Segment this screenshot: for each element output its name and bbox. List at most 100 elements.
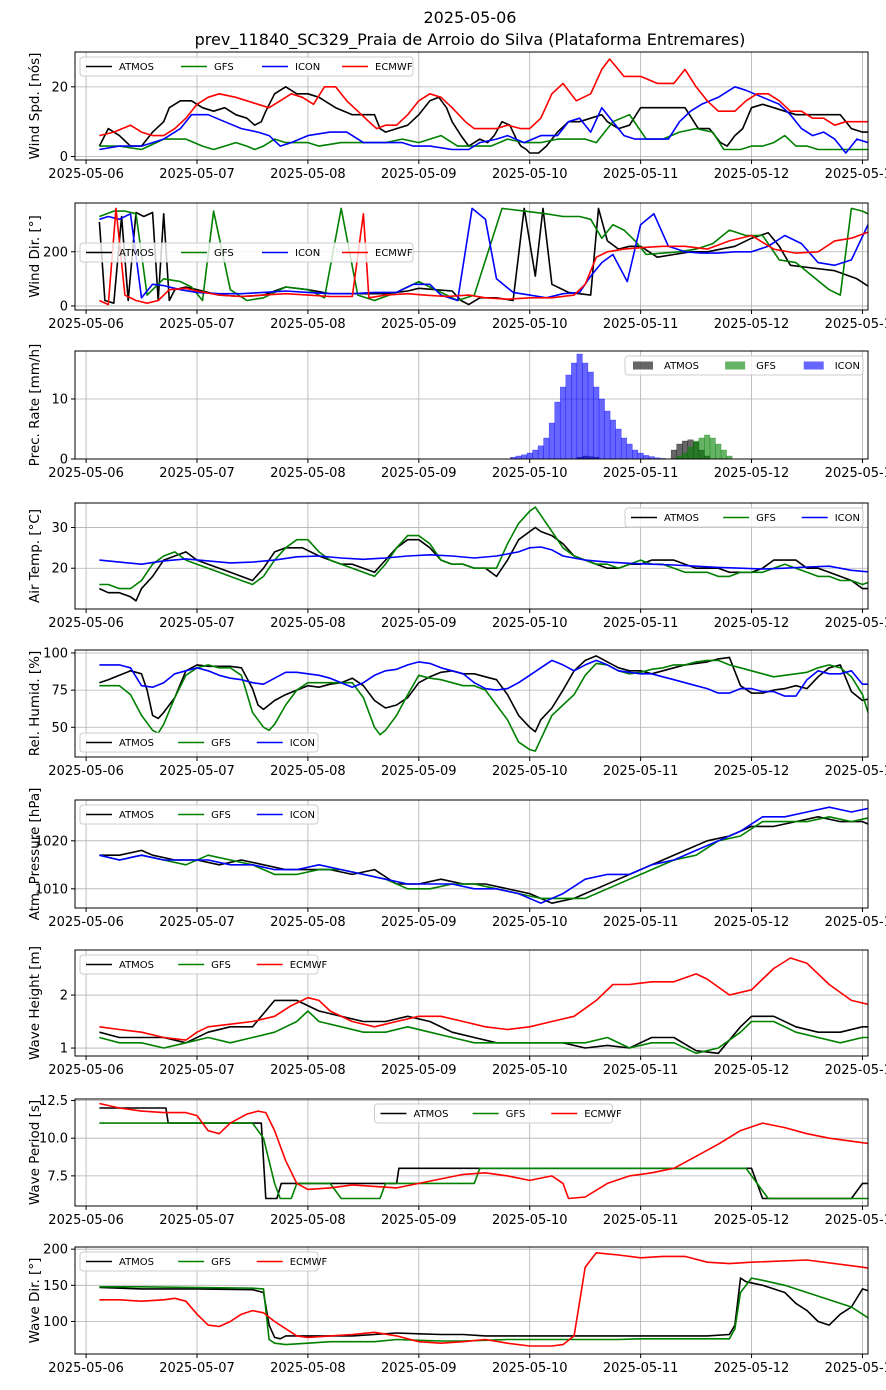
x-tick-label: 2025-05-07 — [159, 764, 235, 779]
plot-area — [99, 655, 868, 752]
y-tick-label: 20 — [51, 80, 68, 95]
panel-8: 2025-05-06 2025-05-07 2025-05-08 2025-05-09… — [27, 1094, 886, 1228]
y-axis-label: Wave Height [m] — [27, 946, 43, 1060]
legend-label-atmos: ATMOS — [119, 738, 154, 749]
precip-bar-icon — [543, 437, 550, 459]
x-tick-label: 2025-05-12 — [714, 317, 790, 332]
series-line-icon — [99, 207, 868, 302]
y-tick-label: 10.0 — [39, 1132, 68, 1147]
panel-6: 2025-05-06 2025-05-07 2025-05-08 2025-05-09… — [27, 788, 886, 930]
x-tick-label: 2025-05-12 — [714, 1213, 790, 1228]
axes-frame — [74, 350, 869, 460]
legend-label-atmos: ATMOS — [414, 1109, 449, 1120]
x-tick-label: 2025-05-08 — [270, 317, 346, 332]
x-tick-label: 2025-05-11 — [603, 915, 679, 930]
x-tick-label: 2025-05-11 — [603, 317, 679, 332]
figure-title-date: 2025-05-06 — [424, 8, 517, 27]
series-line-ecmwf — [99, 207, 868, 306]
x-tick-label: 2025-05-11 — [603, 167, 679, 182]
panel-1: 2025-05-06 2025-05-07 2025-05-08 2025-05-09… — [27, 51, 886, 182]
legend: ATMOS GFS ICON — [79, 732, 319, 753]
x-tick-label: 2025-05-10 — [492, 616, 568, 631]
x-tick-label: 2025-05-09 — [381, 1213, 457, 1228]
legend-label-gfs: GFS — [756, 361, 776, 372]
plot-area — [98, 207, 868, 306]
x-tick-label: 2025-05-13 — [825, 764, 886, 779]
x-tick-label: 2025-05-08 — [270, 1361, 346, 1376]
x-tick-label: 2025-05-13 — [825, 616, 886, 631]
x-tick-label: 2025-05-08 — [270, 1213, 346, 1228]
legend-label-atmos: ATMOS — [119, 810, 154, 821]
panel-5: 2025-05-06 2025-05-07 2025-05-08 2025-05-09… — [27, 646, 886, 779]
precip-bar-icon — [587, 371, 594, 459]
x-tick-label: 2025-05-11 — [603, 616, 679, 631]
series-line-atmos — [99, 526, 868, 602]
series-line-gfs — [99, 207, 868, 302]
x-tick-label: 2025-05-06 — [48, 915, 124, 930]
precip-bar-gfs — [709, 437, 716, 459]
figure-title-station: prev_11840_SC329_Praia de Arroio do Silv… — [195, 30, 746, 50]
precip-bar-gfs — [681, 452, 689, 459]
legend-label-atmos: ATMOS — [119, 960, 154, 971]
legend-label-icon: ICON — [295, 248, 320, 259]
series-line-gfs — [99, 1010, 868, 1055]
y-tick-label: 0 — [60, 299, 68, 314]
x-tick-label: 2025-05-13 — [825, 466, 886, 481]
y-tick-label: 20 — [51, 562, 68, 577]
y-tick-label: 7.5 — [47, 1169, 68, 1184]
y-axis-label: Rel. Humid. [%] — [27, 651, 43, 757]
legend-label-ecmwf: ECMWF — [584, 1109, 622, 1120]
legend: ATMOS GFS ICON — [624, 355, 864, 376]
precip-bar-icon — [565, 374, 572, 459]
x-tick-label: 2025-05-12 — [714, 915, 790, 930]
x-tick-label: 2025-05-06 — [48, 616, 124, 631]
y-axis-label: Wind Dir. [°] — [27, 215, 43, 298]
x-tick-label: 2025-05-11 — [603, 764, 679, 779]
series-line-gfs — [99, 113, 868, 151]
precip-bar-icon — [526, 452, 533, 459]
x-tick-label: 2025-05-12 — [714, 764, 790, 779]
y-tick-label: 0 — [60, 150, 68, 165]
x-tick-label: 2025-05-10 — [492, 167, 568, 182]
axes-frame — [74, 51, 869, 161]
panel-7: 2025-05-06 2025-05-07 2025-05-08 2025-05-09… — [27, 946, 886, 1078]
legend-swatch-icon — [803, 361, 824, 370]
legend-label-icon: ICON — [835, 513, 860, 524]
series-line-icon — [99, 659, 868, 697]
precip-bar-atmos — [670, 449, 677, 459]
precip-bar-gfs — [726, 455, 733, 459]
x-tick-label: 2025-05-06 — [48, 317, 124, 332]
x-tick-label: 2025-05-13 — [825, 1361, 886, 1376]
series-line-atmos — [99, 1277, 868, 1340]
precip-bar-icon — [576, 353, 583, 459]
x-tick-label: 2025-05-11 — [603, 1063, 679, 1078]
precip-bar-icon — [593, 386, 600, 459]
precip-bar-icon — [532, 449, 539, 459]
series-line-atmos — [99, 999, 868, 1055]
y-tick-label: 1010 — [35, 882, 68, 897]
y-tick-label: 200 — [43, 1243, 68, 1258]
precip-bar-gfs — [720, 449, 727, 459]
precip-bar-icon — [620, 437, 628, 459]
y-axis-label: Atm. Pressure [hPa] — [27, 788, 43, 921]
legend-label-atmos: ATMOS — [119, 62, 154, 73]
legend-label-gfs: GFS — [756, 513, 776, 524]
legend-label-atmos: ATMOS — [119, 1257, 154, 1268]
legend-label-icon: ICON — [290, 738, 315, 749]
series-line-atmos — [99, 816, 868, 904]
series-line-atmos — [98, 207, 868, 306]
series-line-gfs — [99, 1277, 868, 1346]
x-tick-label: 2025-05-12 — [714, 616, 790, 631]
x-tick-label: 2025-05-12 — [714, 167, 790, 182]
axes-frame — [74, 202, 869, 311]
x-tick-label: 2025-05-10 — [492, 915, 568, 930]
x-tick-label: 2025-05-11 — [603, 466, 679, 481]
series-line-ecmwf — [99, 1102, 868, 1200]
x-tick-label: 2025-05-09 — [381, 466, 457, 481]
x-tick-label: 2025-05-07 — [159, 1063, 235, 1078]
plot-area — [98, 58, 868, 154]
precip-bar-icon — [598, 398, 605, 459]
series-line-gfs — [99, 1122, 868, 1200]
x-tick-label: 2025-05-08 — [270, 167, 346, 182]
x-tick-label: 2025-05-08 — [270, 764, 346, 779]
